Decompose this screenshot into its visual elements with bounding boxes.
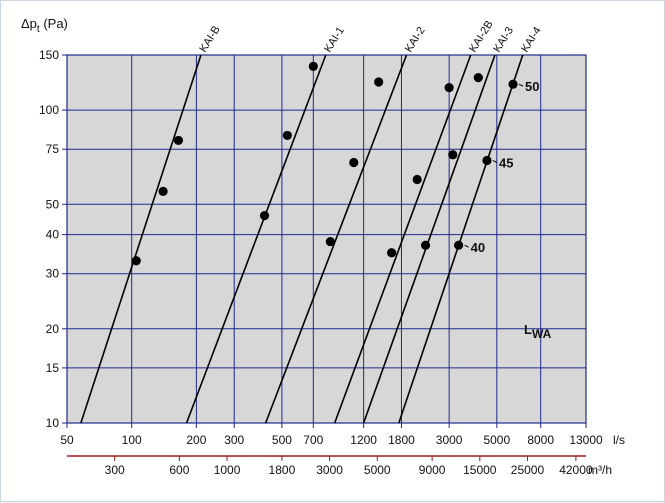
y-tick-label: 15	[46, 361, 60, 375]
x-tick-label: 200	[186, 433, 206, 447]
series-line	[264, 54, 408, 424]
m3h-tick-label: 1800	[269, 463, 296, 477]
m3h-tick-label: 3000	[316, 463, 343, 477]
lwa-leader	[464, 244, 469, 248]
data-point	[508, 79, 518, 89]
series-label: KAI-1	[322, 25, 347, 55]
series-label: KAI-3	[491, 25, 516, 55]
x-tick-label: 13000	[569, 433, 603, 447]
data-point	[448, 150, 458, 160]
series-label: KAI-2	[403, 25, 428, 55]
m3h-tick-label: 600	[169, 463, 189, 477]
x-tick-label: 3000	[436, 433, 463, 447]
series-line	[398, 54, 524, 424]
y-axis-label: Δpt (Pa)	[21, 16, 68, 35]
data-point	[349, 157, 359, 168]
lwa-leader	[518, 83, 524, 87]
lwa-value-label: 45	[499, 156, 513, 171]
m3h-tick-label: 1000	[214, 463, 241, 477]
y-tick-label: 100	[39, 103, 59, 117]
plot-area	[67, 55, 586, 423]
x-tick-label: 5000	[483, 433, 510, 447]
data-point	[158, 186, 168, 196]
data-point	[420, 240, 431, 250]
m3h-tick-label: 42000	[559, 463, 593, 477]
y-tick-label: 40	[46, 228, 60, 242]
data-point	[282, 130, 292, 141]
m3h-tick-label: 9000	[419, 463, 446, 477]
x-tick-label: 700	[303, 433, 323, 447]
series-label: KAI-4	[519, 25, 544, 55]
m3h-tick-label: 300	[105, 463, 125, 477]
x-tick-label: 100	[122, 433, 142, 447]
series-line	[185, 54, 327, 424]
data-point	[444, 83, 454, 93]
lwa-value-label: 50	[525, 79, 539, 94]
data-point	[374, 77, 384, 87]
plot-border	[66, 54, 587, 424]
y-tick-label: 30	[46, 267, 60, 281]
x-tick-label: 50	[60, 433, 74, 447]
series-line	[80, 54, 202, 424]
data-point	[173, 135, 184, 146]
x-tick-label: 300	[224, 433, 244, 447]
y-tick-label: 10	[46, 416, 60, 430]
x-tick-label: 1800	[388, 433, 415, 447]
y-tick-label: 50	[46, 197, 60, 211]
lwa-value-label: 40	[471, 240, 485, 255]
data-point	[412, 174, 422, 185]
y-tick-label: 150	[39, 48, 59, 62]
data-point	[387, 248, 397, 258]
m3h-unit-label: m³/h	[588, 463, 612, 477]
data-point	[325, 236, 335, 247]
y-tick-label: 75	[46, 142, 60, 156]
series-label: KAI-B	[197, 24, 222, 55]
y-tick-label: 20	[46, 322, 60, 336]
lwa-label: LWA	[524, 322, 552, 341]
x-tick-label: 500	[272, 433, 292, 447]
data-point	[482, 155, 492, 166]
series-line	[333, 54, 472, 424]
data-point	[308, 61, 318, 71]
lwa-leader	[492, 160, 498, 163]
x-tick-label: 8000	[527, 433, 554, 447]
m3h-tick-label: 15000	[463, 463, 497, 477]
data-point	[131, 256, 141, 266]
data-point	[473, 73, 483, 83]
series-line	[362, 54, 496, 424]
m3h-tick-label: 5000	[364, 463, 391, 477]
x-tick-label: 1200	[350, 433, 377, 447]
data-point	[454, 240, 464, 250]
x-unit-label: l/s	[613, 433, 625, 447]
m3h-tick-label: 25000	[511, 463, 545, 477]
data-point	[259, 211, 270, 221]
